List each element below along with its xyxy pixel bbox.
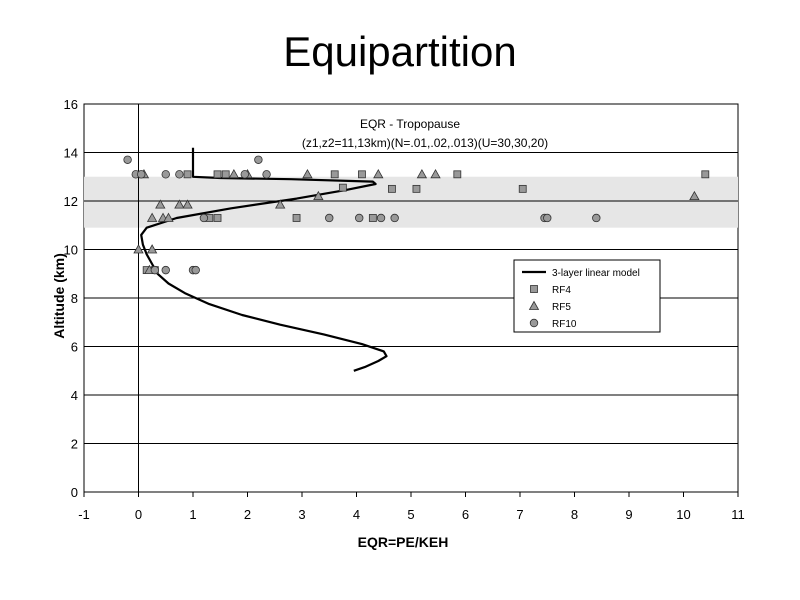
rf10-point: [262, 170, 271, 179]
series-rf10: [123, 155, 601, 275]
rf5-point: [174, 199, 185, 209]
x-tick-label: 7: [516, 507, 523, 522]
rf10-point: [123, 155, 132, 164]
rf4-point: [221, 170, 230, 179]
legend-entry: RF4: [552, 285, 571, 296]
rf5-point: [182, 199, 193, 209]
rf10-point: [175, 170, 184, 179]
legend-marker-circle: [529, 318, 539, 328]
rf10-point: [191, 265, 200, 275]
y-tick-label: 10: [64, 243, 78, 258]
rf4-point: [213, 170, 222, 179]
y-tick-label: 14: [64, 146, 78, 161]
y-tick-label: 12: [64, 194, 78, 209]
rf5-point: [689, 190, 700, 201]
x-tick-label: 2: [244, 507, 251, 522]
x-tick-label: 9: [625, 507, 632, 522]
x-tick-label: 6: [462, 507, 469, 522]
rf10-point: [254, 155, 263, 164]
rf10-point: [376, 213, 386, 223]
rf4-point: [358, 170, 366, 179]
rf4-point: [292, 214, 301, 222]
rf4-point: [518, 184, 527, 193]
rf4-point: [183, 170, 192, 179]
rf4-point: [330, 170, 339, 179]
rf10-point: [199, 213, 209, 223]
rf4-point: [453, 170, 462, 179]
y-tick-label: 16: [64, 97, 78, 112]
x-tick-label: 0: [135, 507, 142, 522]
series-3-layer-linear-model: [140, 147, 388, 372]
slide-title: Equipartition: [283, 28, 517, 75]
x-tick-label: 8: [571, 507, 578, 522]
x-tick-label: 1: [189, 507, 196, 522]
x-tick-label: 4: [353, 507, 360, 522]
series-layer: [123, 147, 710, 372]
rf10-point: [150, 265, 160, 275]
rf5-point: [430, 169, 441, 179]
rf4-point: [213, 214, 222, 222]
legend-entry: RF5: [552, 302, 571, 313]
rf4-point: [412, 184, 421, 193]
rf5-point: [146, 244, 158, 254]
rf10-point: [390, 213, 399, 223]
rf5-point: [302, 169, 313, 179]
chart-title: EQR - Tropopause: [360, 117, 460, 131]
rf5-point: [313, 190, 324, 201]
rf10-point: [161, 170, 170, 179]
rf5-point: [155, 199, 166, 209]
y-tick-label: 6: [71, 340, 78, 355]
series-rf5: [133, 169, 700, 275]
rf10-point: [161, 265, 170, 275]
x-tick-label: 11: [731, 507, 745, 522]
tropopause-band: [84, 176, 738, 228]
y-axis-label: Altitude (km): [51, 253, 67, 339]
rf10-point: [325, 213, 334, 223]
rf10-point: [240, 170, 249, 179]
rf5-point: [133, 244, 144, 254]
rf4-point: [368, 214, 377, 222]
rf5-point: [228, 169, 240, 179]
x-tick-label: -1: [78, 507, 90, 522]
rf5-point: [275, 199, 286, 209]
model-line: [140, 147, 388, 372]
rf5-point: [416, 169, 428, 179]
legend-marker-square: [530, 285, 538, 293]
chart-subtitle: (z1,z2=11,13km)(N=.01,.02,.013)(U=30,30,…: [302, 136, 548, 150]
rf10-point: [592, 213, 601, 223]
x-tick-label: 5: [407, 507, 414, 522]
x-tick-label: 10: [676, 507, 690, 522]
rf5-point: [163, 212, 174, 222]
legend: 3-layer linear model RF4 RF5 RF10: [513, 259, 661, 333]
legend-entry: RF10: [552, 319, 577, 330]
rf10-point: [137, 170, 146, 179]
rf5-point: [146, 212, 158, 222]
x-tick-label: 3: [298, 507, 305, 522]
legend-marker-triangle: [528, 300, 540, 310]
legend-entry: 3-layer linear model: [552, 268, 640, 279]
rf4-point: [388, 184, 396, 193]
rf10-point: [355, 213, 364, 223]
y-tick-label: 0: [71, 485, 78, 500]
rf10-point: [543, 213, 552, 223]
y-tick-label: 4: [71, 388, 78, 403]
rf5-point: [373, 169, 384, 179]
y-tick-label: 8: [71, 291, 78, 306]
y-tick-label: 2: [71, 437, 78, 452]
x-axis-label: EQR=PE/KEH: [358, 534, 449, 550]
rf4-point: [338, 183, 347, 192]
rf4-point: [701, 170, 710, 179]
